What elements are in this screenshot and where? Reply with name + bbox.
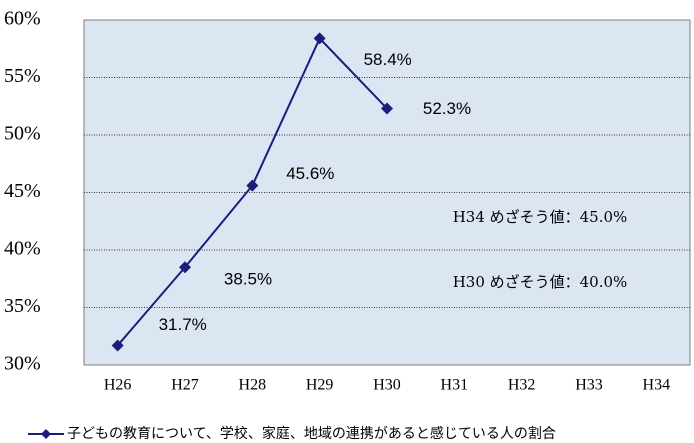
value-label: 38.5% bbox=[224, 270, 272, 289]
marker bbox=[313, 32, 326, 45]
x-tick-label: H29 bbox=[306, 377, 334, 394]
x-tick-label: H27 bbox=[171, 377, 199, 394]
x-tick-label: H26 bbox=[104, 377, 132, 394]
annotation: H34 めざそう値：45.0% bbox=[453, 208, 628, 226]
y-tick-label: 40% bbox=[4, 238, 41, 260]
value-label: 52.3% bbox=[423, 99, 471, 118]
y-tick-label: 45% bbox=[4, 180, 41, 202]
y-tick-label: 60% bbox=[4, 8, 41, 30]
value-label: 31.7% bbox=[159, 315, 207, 334]
marker bbox=[381, 102, 393, 115]
legend-label: 子どもの教育について、学校、家庭、地域の連携があると感じている人の割合 bbox=[67, 425, 556, 442]
y-tick-label: 30% bbox=[4, 353, 41, 375]
y-tick-label: 50% bbox=[4, 123, 41, 145]
marker bbox=[179, 261, 191, 274]
legend-marker bbox=[41, 429, 51, 439]
value-label: 58.4% bbox=[364, 50, 412, 69]
annotation: H30 めざそう値：40.0% bbox=[453, 273, 628, 291]
y-tick-label: 35% bbox=[4, 295, 41, 317]
x-tick-label: H31 bbox=[441, 377, 469, 394]
x-tick-label: H30 bbox=[373, 377, 401, 394]
x-tick-label: H33 bbox=[575, 377, 603, 394]
x-tick-label: H32 bbox=[508, 377, 536, 394]
x-tick-label: H34 bbox=[643, 377, 671, 394]
value-label: 45.6% bbox=[286, 164, 334, 183]
y-tick-label: 55% bbox=[4, 65, 41, 87]
marker bbox=[111, 339, 124, 352]
x-tick-label: H28 bbox=[239, 377, 267, 394]
marker bbox=[246, 179, 259, 192]
